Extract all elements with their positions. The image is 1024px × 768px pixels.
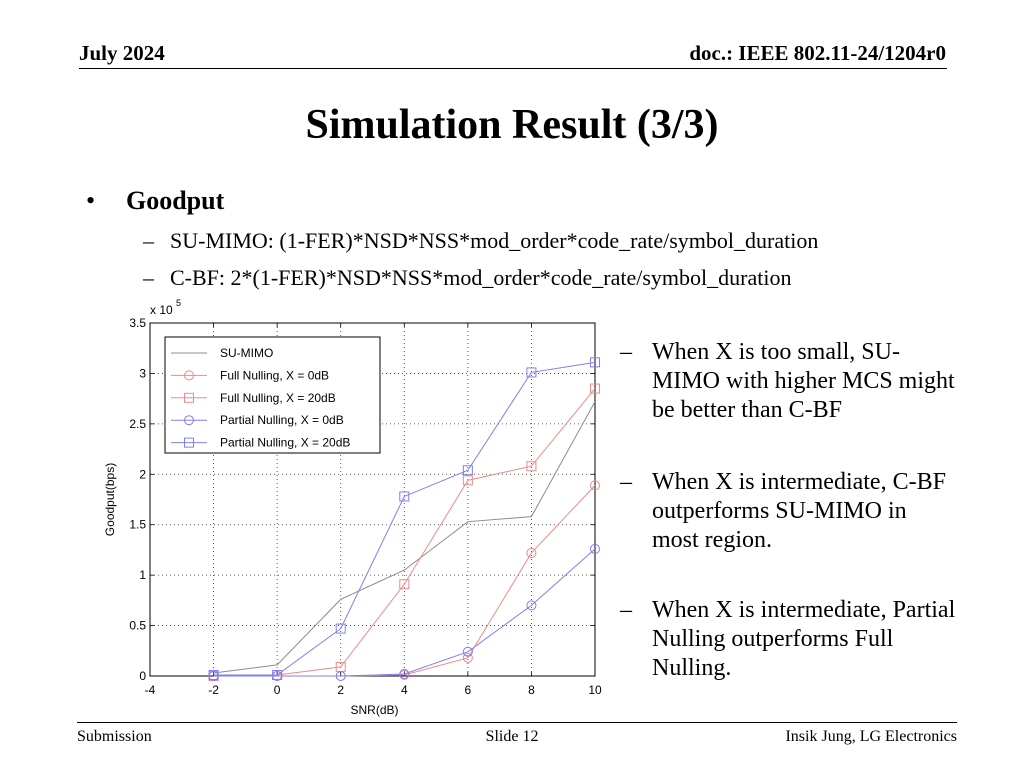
data-point-series-2 <box>590 383 600 394</box>
data-point-series-3 <box>526 600 537 611</box>
y-exponent-power: 5 <box>176 298 181 308</box>
legend-label: Partial Nulling, X = 0dB <box>220 413 344 427</box>
header-date: July 2024 <box>79 41 165 65</box>
y-tick-label: 2.5 <box>129 417 146 431</box>
x-tick-label: -4 <box>145 683 156 697</box>
y-tick-label: 2 <box>139 467 146 481</box>
slide-title: Simulation Result (3/3) <box>305 102 719 148</box>
note-text: When X is intermediate, C-BF outperforms… <box>652 469 946 553</box>
data-point-series-4 <box>526 367 537 378</box>
y-tick-label: 3 <box>139 366 146 380</box>
legend-label: Partial Nulling, X = 20dB <box>220 436 350 450</box>
footer-slide-number: Slide 12 <box>485 728 539 745</box>
legend-label: Full Nulling, X = 0dB <box>220 368 329 382</box>
y-tick-label: 1 <box>139 568 146 582</box>
legend-marker <box>184 392 194 403</box>
y-tick-label: 0 <box>139 669 146 683</box>
data-point-series-1 <box>590 480 600 491</box>
header-doc-id: doc.: IEEE 802.11-24/1204r0 <box>689 41 946 65</box>
x-tick-label: 0 <box>274 683 281 697</box>
legend-box <box>164 336 381 454</box>
goodput-chart: -4 -2 0 2 4 6 8 10 0 0.5 1 1.5 2 2.5 3 3.5 x 10 5 SNR(dB) G… <box>103 298 602 717</box>
data-point-series-4 <box>590 357 600 368</box>
note-text: When X is too small, SU-MIMO with higher… <box>652 339 955 423</box>
data-point-series-1 <box>526 547 537 558</box>
note-text: When X is intermediate, Partial Nulling … <box>652 597 956 681</box>
series-line-3 <box>213 548 596 677</box>
y-axis-label: Goodput(bps) <box>103 463 117 536</box>
data-point-series-4 <box>335 623 346 634</box>
data-point-series-3 <box>590 543 600 554</box>
sub-bullet-marker: – <box>143 228 154 253</box>
legend-label: SU-MIMO <box>220 346 273 360</box>
note-marker: – <box>620 339 632 365</box>
x-tick-label: 2 <box>337 683 344 697</box>
data-point-series-1 <box>462 652 473 663</box>
sub-bullet-marker: – <box>143 265 154 290</box>
legend-label: Full Nulling, X = 20dB <box>220 391 336 405</box>
data-point-series-2 <box>526 461 537 472</box>
x-axis-label: SNR(dB) <box>350 703 398 717</box>
legend-marker <box>184 437 194 448</box>
axes-frame <box>149 322 596 677</box>
data-point-series-3 <box>335 671 346 681</box>
data-point-series-4 <box>399 491 410 502</box>
footer-divider <box>77 722 957 723</box>
data-point-series-3 <box>399 668 410 679</box>
data-point-series-4 <box>272 669 283 680</box>
x-tick-label: 10 <box>588 683 602 697</box>
note-marker: – <box>620 597 632 623</box>
sub-bullet-text: SU-MIMO: (1-FER)*NSD*NSS*mod_order*code_… <box>170 228 819 253</box>
series-line-4 <box>213 361 596 676</box>
footer-author: Insik Jung, LG Electronics <box>785 728 957 745</box>
y-tick-label: 1.5 <box>129 518 146 532</box>
series-line-0 <box>213 401 596 674</box>
bullet-label: Goodput <box>126 186 225 215</box>
legend-marker <box>184 415 194 426</box>
y-tick-label: 3.5 <box>129 316 146 330</box>
note-marker: – <box>620 469 632 495</box>
x-tick-label: 6 <box>465 683 472 697</box>
data-point-series-2 <box>462 475 473 486</box>
y-tick-label: 0.5 <box>129 619 146 633</box>
legend-marker <box>184 370 194 381</box>
x-tick-label: 8 <box>528 683 535 697</box>
bullet-marker: • <box>86 186 96 215</box>
sub-bullet-text: C-BF: 2*(1-FER)*NSD*NSS*mod_order*code_r… <box>170 265 792 290</box>
footer-submission: Submission <box>77 728 152 745</box>
x-tick-label: 4 <box>401 683 408 697</box>
x-tick-label: -2 <box>208 683 219 697</box>
header-divider <box>79 68 947 69</box>
data-point-series-4 <box>462 465 473 476</box>
data-point-series-3 <box>462 646 473 657</box>
data-point-series-4 <box>208 669 219 680</box>
y-exponent-label: x 10 <box>150 303 173 317</box>
data-point-series-2 <box>399 579 410 590</box>
